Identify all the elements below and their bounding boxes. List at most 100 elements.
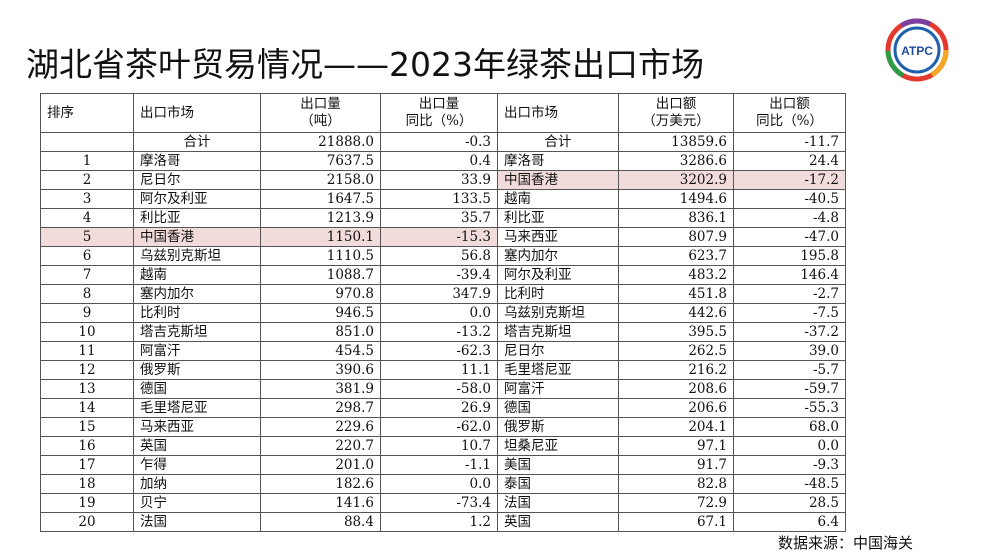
cell: 8 bbox=[40, 284, 134, 304]
cell: 尼日尔 bbox=[133, 170, 261, 190]
cell: 毛里塔尼亚 bbox=[133, 398, 261, 418]
cell: 9 bbox=[40, 303, 134, 323]
cell: 俄罗斯 bbox=[497, 417, 619, 437]
logo-ring bbox=[885, 18, 949, 82]
cell: 14 bbox=[40, 398, 134, 418]
cell: 塞内加尔 bbox=[133, 284, 261, 304]
data-row: 2 尼日尔 2158.0 33.9 中国香港 3202.9 -17.2 bbox=[40, 170, 846, 190]
cell: 2158.0 bbox=[260, 170, 381, 190]
cell: 乌兹别克斯坦 bbox=[497, 303, 619, 323]
cell: 2 bbox=[40, 170, 134, 190]
cell: 195.8 bbox=[733, 246, 846, 266]
cell: -59.7 bbox=[733, 379, 846, 399]
header-text: 出口额 bbox=[769, 96, 810, 112]
cell: -47.0 bbox=[733, 227, 846, 247]
cell: 13 bbox=[40, 379, 134, 399]
data-row: 17 乍得 201.0 -1.1 美国 91.7 -9.3 bbox=[40, 455, 846, 475]
cell: 35.7 bbox=[380, 208, 498, 228]
cell: 6.4 bbox=[733, 512, 846, 532]
cell: 91.7 bbox=[618, 455, 734, 475]
cell: 德国 bbox=[133, 379, 261, 399]
cell: 851.0 bbox=[260, 322, 381, 342]
header-cell: 出口市场 bbox=[497, 93, 619, 133]
cell: 中国香港 bbox=[133, 227, 261, 247]
data-row: 18 加纳 182.6 0.0 泰国 82.8 -48.5 bbox=[40, 474, 846, 494]
cell: 贝宁 bbox=[133, 493, 261, 513]
cell: 摩洛哥 bbox=[497, 151, 619, 171]
cell: 法国 bbox=[497, 493, 619, 513]
cell: 623.7 bbox=[618, 246, 734, 266]
cell: -4.8 bbox=[733, 208, 846, 228]
cell: 483.2 bbox=[618, 265, 734, 285]
cell: 马来西亚 bbox=[133, 417, 261, 437]
total-cell: 合计 bbox=[133, 132, 261, 152]
data-row: 15 马来西亚 229.6 -62.0 俄罗斯 204.1 68.0 bbox=[40, 417, 846, 437]
data-row: 7 越南 1088.7 -39.4 阿尔及利亚 483.2 146.4 bbox=[40, 265, 846, 285]
cell: 越南 bbox=[497, 189, 619, 209]
header-row: 排序 出口市场 出口量 （吨） 出口量 同比（%） 出口市场 出口额 （万美元） 出口额 同比（%） bbox=[40, 93, 846, 133]
cell: 807.9 bbox=[618, 227, 734, 247]
cell: 208.6 bbox=[618, 379, 734, 399]
cell: 0.0 bbox=[380, 474, 498, 494]
cell: 毛里塔尼亚 bbox=[497, 360, 619, 380]
cell: 298.7 bbox=[260, 398, 381, 418]
cell: -40.5 bbox=[733, 189, 846, 209]
cell: 塔吉克斯坦 bbox=[497, 322, 619, 342]
data-row: 8 塞内加尔 970.8 347.9 比利时 451.8 -2.7 bbox=[40, 284, 846, 304]
header-cell: 排序 bbox=[40, 93, 134, 133]
cell: 0.0 bbox=[380, 303, 498, 323]
cell: -48.5 bbox=[733, 474, 846, 494]
cell: 0.0 bbox=[733, 436, 846, 456]
header-cell: 出口市场 bbox=[133, 93, 261, 133]
cell: 乍得 bbox=[133, 455, 261, 475]
cell: -5.7 bbox=[733, 360, 846, 380]
data-row: 6 乌兹别克斯坦 1110.5 56.8 塞内加尔 623.7 195.8 bbox=[40, 246, 846, 266]
cell: -58.0 bbox=[380, 379, 498, 399]
cell: -2.7 bbox=[733, 284, 846, 304]
data-row: 11 阿富汗 454.5 -62.3 尼日尔 262.5 39.0 bbox=[40, 341, 846, 361]
header-cell: 出口量 （吨） bbox=[260, 93, 381, 133]
cell: 加纳 bbox=[133, 474, 261, 494]
cell: 19 bbox=[40, 493, 134, 513]
total-cell: -11.7 bbox=[733, 132, 846, 152]
cell: -17.2 bbox=[733, 170, 846, 190]
data-row: 13 德国 381.9 -58.0 阿富汗 208.6 -59.7 bbox=[40, 379, 846, 399]
cell: 206.6 bbox=[618, 398, 734, 418]
cell: 216.2 bbox=[618, 360, 734, 380]
cell: 262.5 bbox=[618, 341, 734, 361]
header-text: 出口额 bbox=[655, 96, 697, 112]
data-row: 19 贝宁 141.6 -73.4 法国 72.9 28.5 bbox=[40, 493, 846, 513]
cell: 3286.6 bbox=[618, 151, 734, 171]
total-cell: 合计 bbox=[497, 132, 619, 152]
cell: 俄罗斯 bbox=[133, 360, 261, 380]
data-row: 4 利比亚 1213.9 35.7 利比亚 836.1 -4.8 bbox=[40, 208, 846, 228]
cell: 7637.5 bbox=[260, 151, 381, 171]
cell: 11.1 bbox=[380, 360, 498, 380]
cell: 阿尔及利亚 bbox=[133, 189, 261, 209]
cell: 88.4 bbox=[260, 512, 381, 532]
data-row: 9 比利时 946.5 0.0 乌兹别克斯坦 442.6 -7.5 bbox=[40, 303, 846, 323]
cell: 28.5 bbox=[733, 493, 846, 513]
source-note: 数据来源：中国海关 bbox=[778, 534, 914, 552]
cell: 法国 bbox=[133, 512, 261, 532]
cell: 阿尔及利亚 bbox=[497, 265, 619, 285]
cell: 182.6 bbox=[260, 474, 381, 494]
header-text: 同比（%） bbox=[405, 113, 473, 129]
data-row: 1 摩洛哥 7637.5 0.4 摩洛哥 3286.6 24.4 bbox=[40, 151, 846, 171]
total-cell: -0.3 bbox=[380, 132, 498, 152]
cell: 1150.1 bbox=[260, 227, 381, 247]
data-row: 20 法国 88.4 1.2 英国 67.1 6.4 bbox=[40, 512, 846, 532]
header-cell: 出口额 同比（%） bbox=[733, 93, 846, 133]
cell: 10.7 bbox=[380, 436, 498, 456]
total-cell: 21888.0 bbox=[260, 132, 381, 152]
cell: -55.3 bbox=[733, 398, 846, 418]
cell: 33.9 bbox=[380, 170, 498, 190]
cell bbox=[40, 132, 134, 152]
header-cell: 出口量 同比（%） bbox=[380, 93, 498, 133]
cell: -7.5 bbox=[733, 303, 846, 323]
cell: 17 bbox=[40, 455, 134, 475]
cell: 英国 bbox=[133, 436, 261, 456]
cell: 39.0 bbox=[733, 341, 846, 361]
cell: 133.5 bbox=[380, 189, 498, 209]
total-row: 合计 21888.0 -0.3 合计 13859.6 -11.7 bbox=[40, 132, 846, 152]
